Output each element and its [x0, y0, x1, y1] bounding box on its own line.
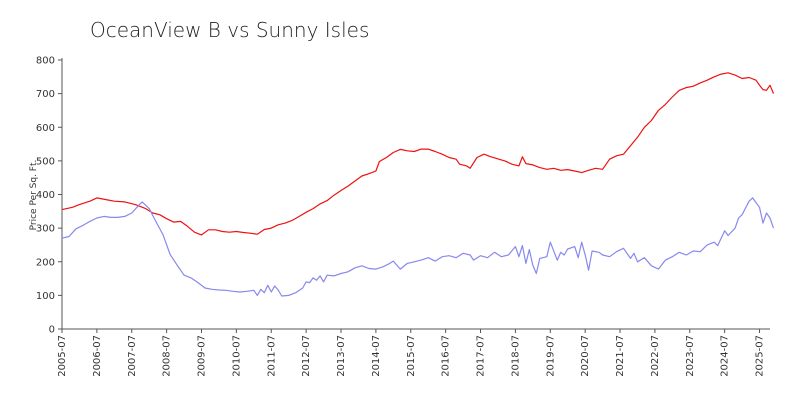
x-tick-label: 2017-07 — [476, 335, 487, 377]
y-tick-label: 400 — [36, 190, 55, 201]
x-tick-label: 2023-07 — [685, 335, 696, 377]
x-tick-label: 2010-07 — [231, 335, 242, 377]
x-tick-label: 2008-07 — [162, 335, 173, 377]
axes-layer: 0 100 200 300 400 500 600 700 800 2005-07 2006-07 2… — [36, 56, 770, 377]
series-line-2 — [61, 197, 775, 297]
y-tick-label: 100 — [36, 291, 55, 302]
x-tick-label: 2013-07 — [336, 335, 347, 377]
x-tick-label: 2015-07 — [406, 335, 417, 377]
y-tick-label: 500 — [36, 156, 55, 167]
x-tick-label: 2022-07 — [650, 335, 661, 377]
y-tick-label: 800 — [36, 56, 55, 67]
x-tick-label: 2019-07 — [545, 335, 556, 377]
x-tick-label: 2011-07 — [266, 335, 277, 377]
y-tick-label: 0 — [49, 325, 55, 336]
x-tick-label: 2016-07 — [441, 335, 452, 377]
y-tick-label: 300 — [36, 224, 55, 235]
x-tick-label: 2014-07 — [371, 335, 382, 377]
y-tick-label: 600 — [36, 123, 55, 134]
x-tick-label: 2018-07 — [510, 335, 521, 377]
x-tick-label: 2012-07 — [301, 335, 312, 377]
series-layer — [61, 72, 775, 297]
series-line-1 — [61, 72, 775, 236]
x-tick-label: 2009-07 — [197, 335, 208, 377]
y-tick-label: 200 — [36, 257, 55, 268]
x-tick-label: 2025-07 — [755, 335, 766, 377]
x-tick-label: 2024-07 — [720, 335, 731, 377]
x-tick-label: 2020-07 — [580, 335, 591, 377]
x-tick-label: 2005-07 — [57, 335, 68, 377]
chart-title: OceanView B vs Sunny Isles — [90, 18, 369, 42]
x-tick-label: 2006-07 — [92, 335, 103, 377]
y-tick-label: 700 — [36, 89, 55, 100]
x-tick-label: 2007-07 — [127, 335, 138, 377]
y-axis-label: Price Per Sq. Ft. — [29, 160, 39, 231]
x-tick-label: 2021-07 — [615, 335, 626, 377]
